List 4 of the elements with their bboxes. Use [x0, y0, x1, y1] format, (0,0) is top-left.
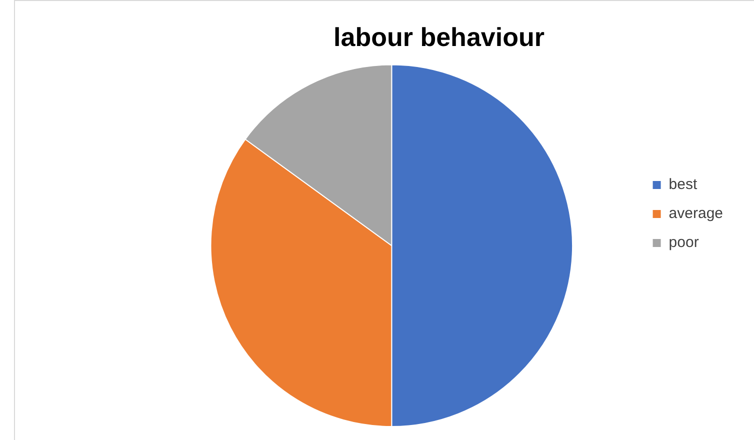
legend-label: best	[668, 176, 698, 194]
legend-label: poor	[668, 234, 699, 252]
chart-title: labour behaviour	[334, 22, 544, 52]
legend-label: average	[668, 205, 724, 222]
